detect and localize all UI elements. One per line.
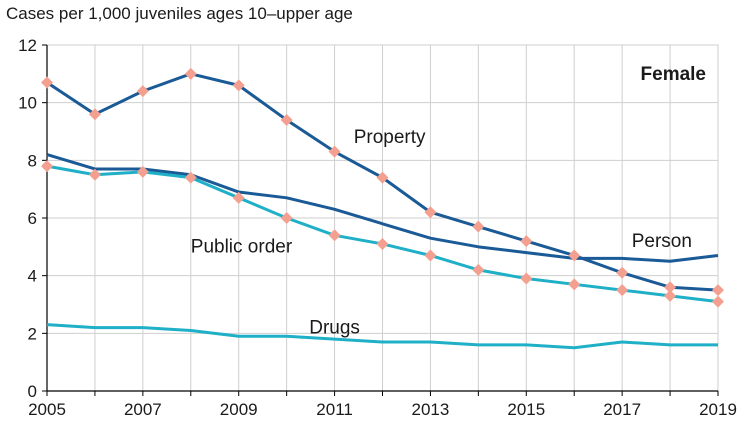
x-tick-label: 2009	[220, 400, 258, 419]
data-point-public-order	[616, 284, 629, 297]
data-point-public-order	[664, 289, 677, 302]
data-point-property	[424, 206, 437, 219]
data-point-property	[232, 79, 245, 92]
data-point-public-order	[376, 237, 389, 250]
y-tick-label: 4	[28, 267, 37, 286]
data-point-property	[712, 284, 724, 297]
data-point-public-order	[88, 168, 101, 181]
x-tick-label: 2015	[507, 400, 545, 419]
data-point-property	[472, 220, 485, 233]
data-point-public-order	[520, 272, 533, 285]
data-point-public-order	[232, 191, 245, 204]
x-tick-label: 2011	[316, 400, 353, 419]
y-tick-label: 0	[28, 382, 37, 401]
data-point-property	[280, 113, 293, 126]
series-line-person	[46, 153, 719, 263]
x-tick-label: 2005	[28, 400, 66, 419]
data-point-property	[184, 67, 197, 80]
y-tick-label: 10	[18, 94, 37, 113]
data-point-public-order	[184, 171, 197, 184]
data-point-public-order	[328, 229, 341, 242]
series-label-property: Property	[354, 127, 426, 148]
series-label-drugs: Drugs	[309, 317, 360, 338]
panel-label: Female	[641, 64, 706, 85]
data-point-property	[616, 266, 629, 279]
series-line-drugs	[46, 323, 718, 350]
y-axis-title: Cases per 1,000 juveniles ages 10–upper …	[6, 4, 353, 23]
data-point-public-order	[280, 212, 293, 224]
y-tick-label: 8	[28, 151, 37, 170]
x-tick-label: 2017	[603, 400, 641, 419]
data-point-property	[136, 85, 149, 98]
data-point-public-order	[136, 165, 149, 178]
data-point-property	[88, 108, 101, 121]
y-tick-label: 12	[18, 36, 37, 55]
data-point-property	[664, 281, 677, 294]
data-point-property	[568, 249, 581, 262]
x-tick-label: 2019	[699, 400, 737, 419]
y-tick-label: 6	[28, 209, 37, 228]
data-point-public-order	[424, 249, 437, 262]
x-tick-label: 2013	[412, 400, 450, 419]
data-point-public-order	[712, 295, 724, 308]
data-point-public-order	[41, 160, 53, 173]
series-label-person: Person	[632, 231, 692, 252]
y-tick-label: 2	[28, 324, 37, 343]
x-tick-label: 2007	[124, 400, 162, 419]
data-point-property	[328, 145, 341, 158]
data-point-public-order	[472, 263, 485, 276]
data-point-property	[520, 235, 533, 248]
data-point-public-order	[568, 278, 581, 291]
data-point-property	[376, 171, 389, 184]
data-point-property	[41, 76, 53, 89]
series-label-public-order: Public order	[191, 237, 293, 258]
